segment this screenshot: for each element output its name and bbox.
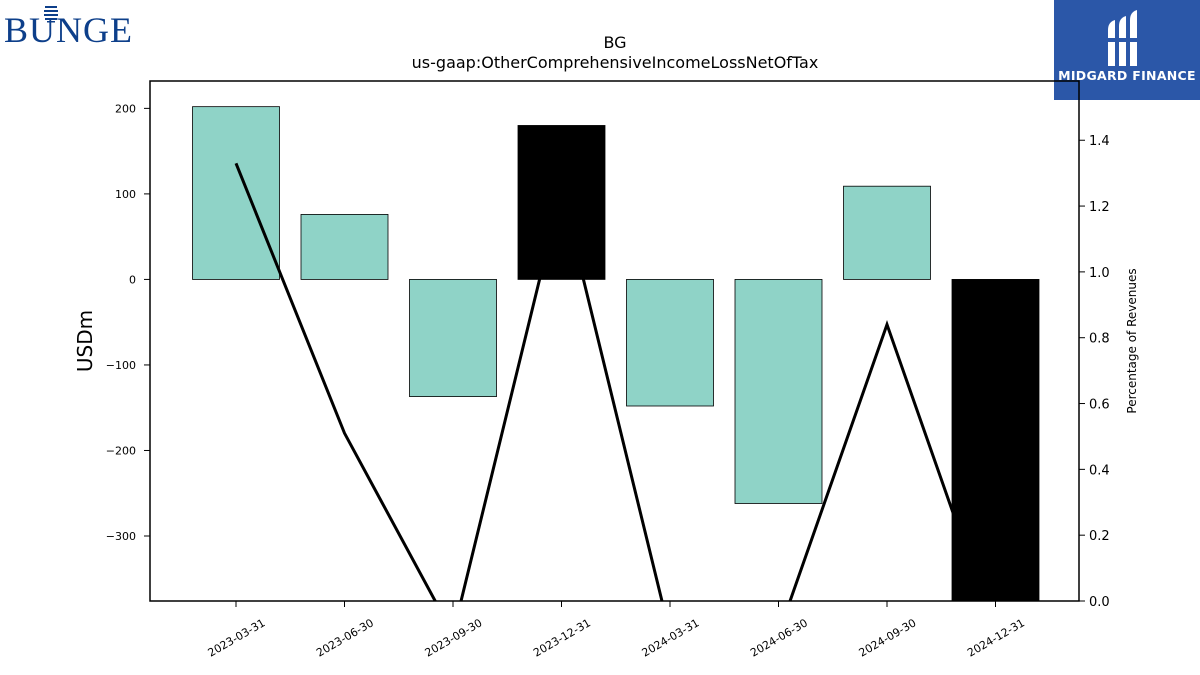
y-tick-label: 0: [129, 273, 136, 286]
y-axis-right: 0.0 0.2 0.4 0.6 0.8 1.0 1.2 1.4: [1079, 134, 1110, 610]
bar-2024-03-31: [626, 279, 714, 407]
bar-2024-09-30: [843, 185, 931, 280]
bar-2023-03-31: [192, 106, 280, 280]
y-axis-left: 200 100 0 −100 −200 −300: [106, 102, 150, 543]
y2-tick-label: 1.4: [1089, 134, 1110, 149]
bunge-logo-text: BUNGE: [4, 10, 133, 50]
y2-tick-label: 0.0: [1089, 595, 1110, 610]
midgard-logo-text: MIDGARD FINANCE: [1058, 68, 1196, 83]
bar-2024-12-31: [951, 279, 1040, 602]
revenue-percentage-line: [234, 162, 986, 601]
y2-tick-label: 0.8: [1089, 332, 1110, 347]
chart-title: BG: [603, 33, 626, 52]
plot-frame: [149, 80, 1080, 602]
y2-tick-label: 0.4: [1089, 463, 1110, 478]
line-group: [234, 162, 986, 601]
y-tick-label: −100: [106, 359, 136, 372]
midgard-logo-mark: [1108, 10, 1137, 66]
y-tick-label: −200: [106, 444, 136, 457]
x-tick-label: 2023-03-31: [206, 616, 268, 659]
x-tick-label: 2023-06-30: [314, 616, 376, 659]
x-axis: 2023-03-31 2023-06-30 2023-09-30 2023-12-31…: [206, 601, 1027, 660]
x-tick-label: 2023-12-31: [531, 616, 593, 659]
y2-tick-label: 1.2: [1089, 200, 1110, 215]
y2-tick-label: 0.2: [1089, 529, 1110, 544]
bunge-logo-mark: [44, 6, 58, 23]
y-tick-label: 100: [115, 188, 136, 201]
y-tick-label: 200: [115, 102, 136, 115]
y-axis-label: USDm: [73, 310, 97, 372]
x-tick-label: 2024-03-31: [640, 616, 702, 659]
bar-2023-09-30: [409, 279, 497, 397]
chart-subtitle: us-gaap:OtherComprehensiveIncomeLossNetO…: [412, 53, 819, 72]
y-tick-label: −300: [106, 530, 136, 543]
bar-2024-06-30: [734, 279, 823, 504]
x-tick-label: 2024-06-30: [748, 616, 810, 659]
bar-2023-12-31: [517, 125, 606, 280]
x-tick-label: 2024-09-30: [857, 616, 919, 659]
bar-2023-06-30: [300, 214, 389, 280]
y2-tick-label: 0.6: [1089, 398, 1110, 413]
y2-axis-label: Percentage of Revenues: [1125, 268, 1139, 413]
bars-group: [192, 106, 1040, 602]
bunge-logo: BUNGE: [0, 0, 180, 52]
x-tick-label: 2023-09-30: [423, 616, 485, 659]
x-tick-label: 2024-12-31: [965, 616, 1027, 659]
y2-tick-label: 1.0: [1089, 266, 1110, 281]
